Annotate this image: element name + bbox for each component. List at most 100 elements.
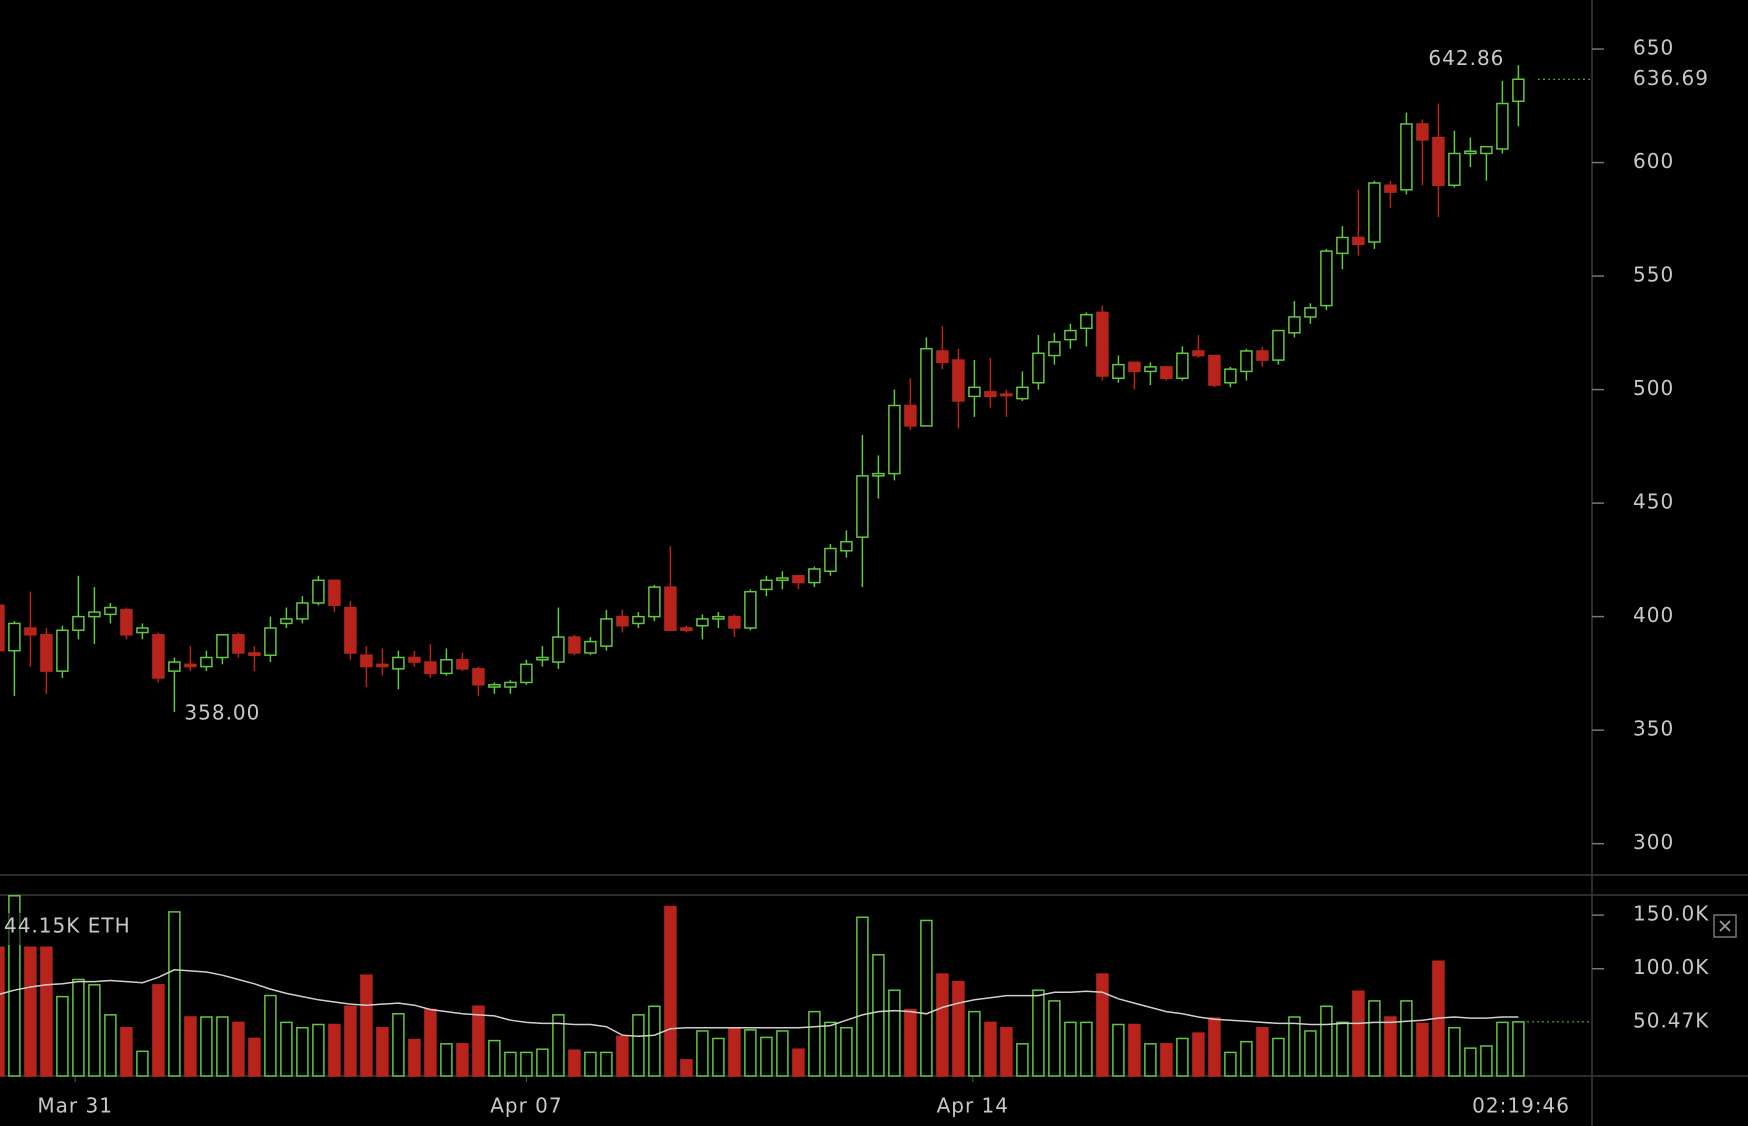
volume-bar [360, 974, 373, 1077]
candle-body [1176, 352, 1189, 379]
candle-body [280, 618, 293, 625]
candle-body [872, 472, 885, 477]
volume-bar [520, 1051, 533, 1077]
volume-tick-label: 100.0K [1633, 955, 1709, 979]
candle-body [600, 618, 613, 647]
candle-body [552, 636, 565, 663]
volume-bar [584, 1051, 597, 1077]
candle-body [568, 636, 581, 654]
volume-bar [536, 1048, 549, 1077]
volume-bar [1272, 1037, 1285, 1077]
volume-bar [1064, 1021, 1077, 1077]
volume-bars [0, 895, 1525, 1077]
volume-bar [552, 1014, 565, 1077]
volume-bar [8, 895, 21, 1077]
candle-body [200, 656, 213, 668]
y-tick-label: 550 [1633, 263, 1674, 287]
candle-body [88, 611, 101, 618]
candle-body [328, 579, 341, 607]
volume-bar [1336, 1021, 1349, 1077]
candle-body [648, 586, 661, 618]
candle-body [1448, 152, 1461, 187]
volume-bar [968, 1010, 981, 1077]
candle-body [1352, 236, 1365, 246]
volume-tick-label: 150.0K [1633, 902, 1709, 926]
volume-bar [248, 1037, 261, 1077]
y-tick-label: 500 [1633, 376, 1674, 400]
candle-body [808, 568, 821, 584]
volume-bar [1240, 1040, 1253, 1077]
volume-bar [1208, 1017, 1221, 1077]
candle-body [504, 681, 517, 688]
volume-bar [696, 1030, 709, 1077]
candle-body [1480, 145, 1493, 155]
candle-body [152, 634, 165, 679]
volume-bar [472, 1005, 485, 1077]
candle-body [264, 627, 277, 656]
volume-bar [616, 1035, 629, 1077]
volume-bar [440, 1043, 453, 1077]
volume-bar [104, 1014, 117, 1077]
volume-bar [88, 984, 101, 1077]
volume-bar [1464, 1047, 1477, 1077]
y-tick-label: 300 [1633, 830, 1674, 854]
candle-body [1288, 316, 1301, 334]
candle-body [56, 629, 69, 672]
volume-bar [1144, 1043, 1157, 1077]
volume-bar [168, 911, 181, 1077]
candle-body [104, 606, 117, 616]
candle-body [1096, 311, 1109, 377]
volume-bar [872, 954, 885, 1077]
candle-body [1304, 307, 1317, 318]
candle-body [1032, 352, 1045, 384]
volume-ma-line [0, 969, 1519, 1038]
candle-body [1192, 350, 1205, 357]
candle-body [1336, 236, 1349, 255]
volume-bar [0, 946, 5, 1077]
candle-body [1368, 182, 1381, 243]
close-button[interactable] [1713, 914, 1737, 938]
candle-body [1416, 123, 1429, 141]
candles [0, 65, 1525, 712]
low-label: 358.00 [184, 700, 260, 724]
candle-body [1272, 329, 1285, 361]
candle-body [72, 615, 85, 632]
high-label: 642.86 [1428, 46, 1504, 70]
volume-bar [712, 1037, 725, 1077]
candle-body [840, 540, 853, 552]
candle-body [792, 575, 805, 584]
candle-body [632, 615, 645, 625]
volume-bar [264, 994, 277, 1077]
candle-body [952, 359, 965, 402]
close-icon[interactable] [1719, 920, 1731, 932]
volume-bar [888, 989, 901, 1077]
volume-bar [136, 1050, 149, 1077]
volume-bar [1256, 1026, 1269, 1077]
volume-bar [1176, 1037, 1189, 1077]
volume-bar [1160, 1043, 1173, 1077]
candle-body [1224, 368, 1237, 384]
candle-body [408, 656, 421, 663]
volume-bar [648, 1005, 661, 1077]
candle-body [248, 652, 261, 656]
volume-bar [152, 984, 165, 1077]
volume-bar [1000, 1026, 1013, 1077]
volume-bar [1224, 1051, 1237, 1077]
volume-bar [488, 1039, 501, 1077]
volume-bar [776, 1030, 789, 1077]
volume-bar [984, 1021, 997, 1077]
candle-body [136, 627, 149, 634]
candle-body [1400, 123, 1413, 191]
candle-body [440, 659, 453, 675]
candle-body [888, 404, 901, 475]
volume-bar [1128, 1023, 1141, 1077]
volume-bar [296, 1026, 309, 1077]
volume-bar [328, 1023, 341, 1077]
candle-body [728, 615, 741, 629]
volume-bar [664, 905, 677, 1077]
candle-body [536, 656, 549, 661]
close-button-frame[interactable] [1713, 914, 1737, 938]
candle-body [1432, 136, 1445, 187]
